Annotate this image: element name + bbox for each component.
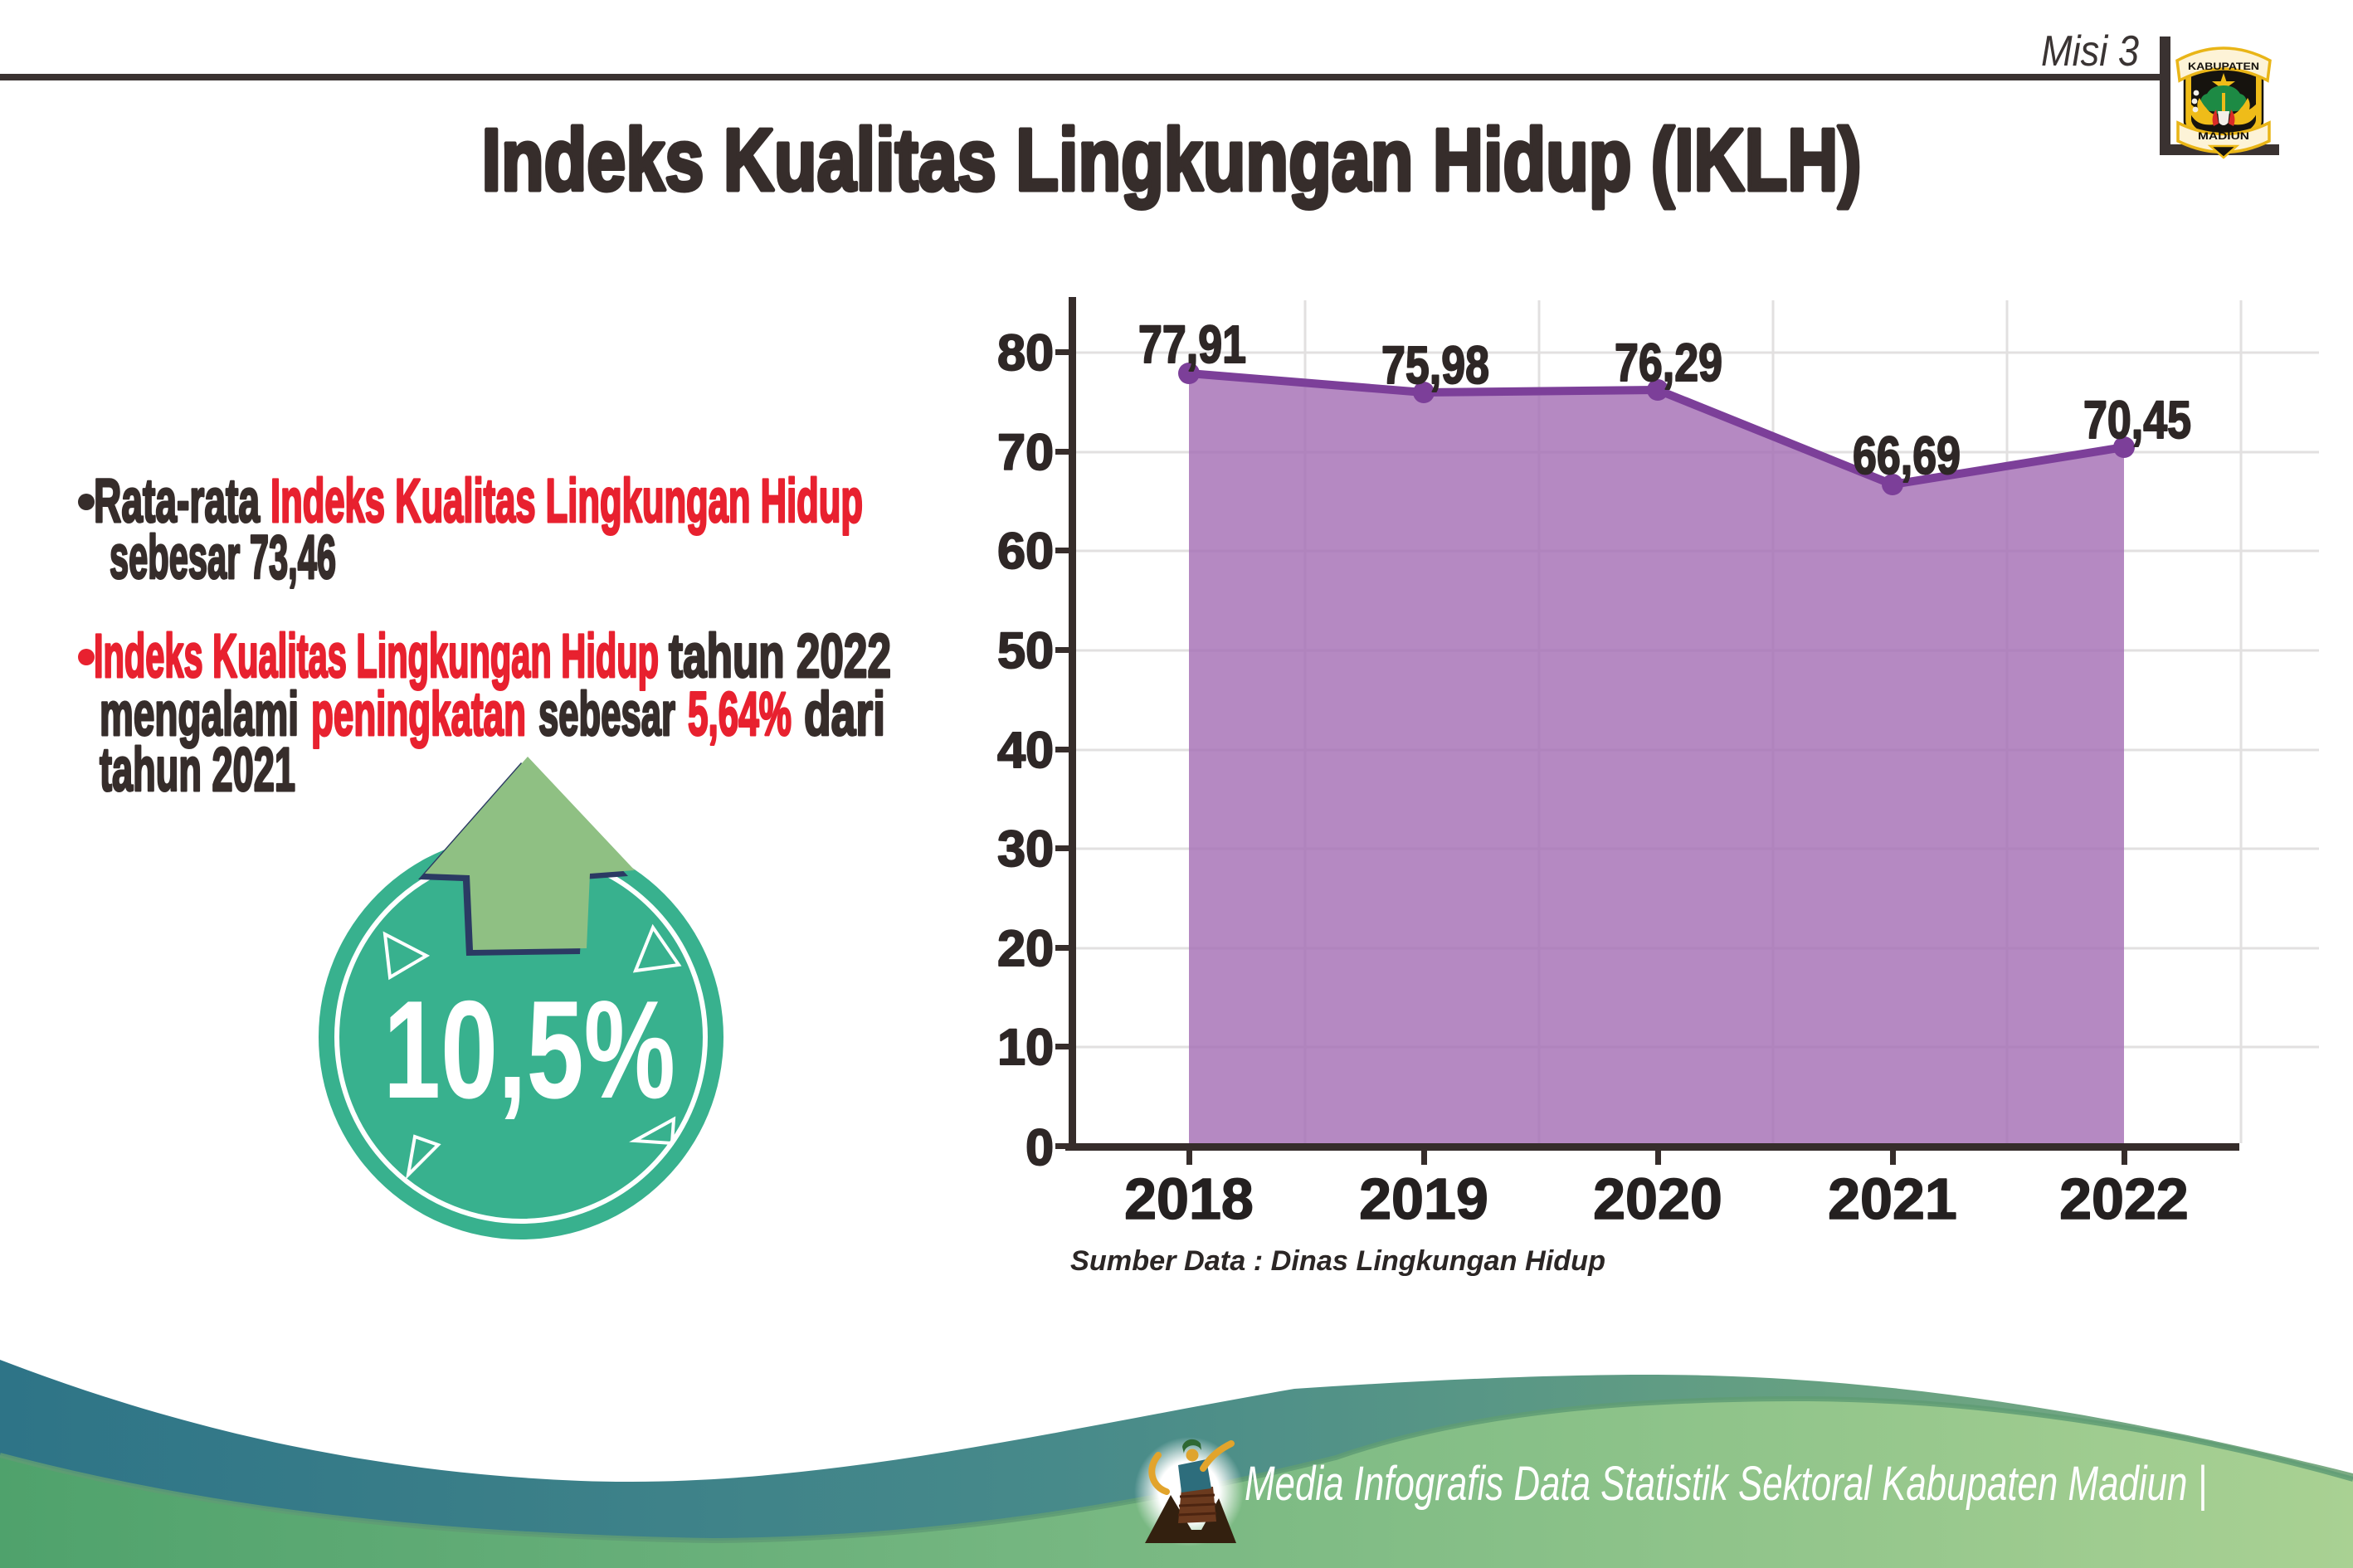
svg-text:80: 80 [997, 324, 1054, 381]
svg-text:Sumber Data : Dinas Lingkungan: Sumber Data : Dinas Lingkungan Hidup [1070, 1245, 1605, 1277]
svg-text:70,45: 70,45 [2083, 390, 2191, 450]
svg-text:Rata-rata: Rata-rata [94, 466, 261, 535]
svg-text:10,5%: 10,5% [383, 971, 675, 1127]
svg-text:30: 30 [997, 821, 1054, 877]
svg-text:40: 40 [997, 722, 1054, 778]
svg-text:77,91: 77,91 [1138, 314, 1246, 374]
svg-text:5,64%: 5,64% [688, 679, 792, 748]
svg-text:50: 50 [997, 622, 1054, 679]
svg-text:2020: 2020 [1593, 1166, 1722, 1231]
svg-text:Indeks Kualitas Lingkungan Hid: Indeks Kualitas Lingkungan Hidup [270, 466, 863, 535]
svg-text:Media Infografis Data Statisti: Media Infografis Data Statistik Sektoral… [1245, 1457, 2207, 1511]
svg-text:peningkatan: peningkatan [311, 679, 526, 748]
svg-text:2018: 2018 [1124, 1166, 1254, 1231]
svg-text:76,29: 76,29 [1615, 333, 1722, 392]
svg-text:70: 70 [997, 424, 1054, 480]
svg-text:2021: 2021 [1828, 1166, 1957, 1231]
svg-text:tahun 2022: tahun 2022 [669, 621, 891, 690]
svg-text:MADIUN: MADIUN [2198, 132, 2249, 142]
svg-text:sebesar: sebesar [538, 679, 675, 748]
svg-text:20: 20 [997, 920, 1054, 976]
svg-text:Misi 3: Misi 3 [2041, 27, 2139, 75]
svg-text:Indeks Kualitas Lingkungan Hid: Indeks Kualitas Lingkungan Hidup (IKLH) [482, 111, 1862, 209]
svg-text:75,98: 75,98 [1381, 335, 1489, 395]
svg-text:66,69: 66,69 [1853, 426, 1961, 485]
svg-text:Indeks Kualitas Lingkungan Hid: Indeks Kualitas Lingkungan Hidup [94, 621, 659, 690]
svg-text:0: 0 [1025, 1119, 1054, 1176]
svg-text:dari: dari [804, 679, 885, 748]
svg-text:2022: 2022 [2059, 1166, 2189, 1231]
svg-text:mengalami: mengalami [100, 679, 299, 748]
svg-text:sebesar 73,46: sebesar 73,46 [110, 523, 336, 592]
svg-text:tahun 2021: tahun 2021 [100, 735, 295, 804]
svg-text:10: 10 [997, 1019, 1054, 1075]
svg-text:KABUPATEN: KABUPATEN [2188, 62, 2259, 72]
svg-text:60: 60 [997, 523, 1054, 579]
svg-text:2019: 2019 [1359, 1166, 1488, 1231]
